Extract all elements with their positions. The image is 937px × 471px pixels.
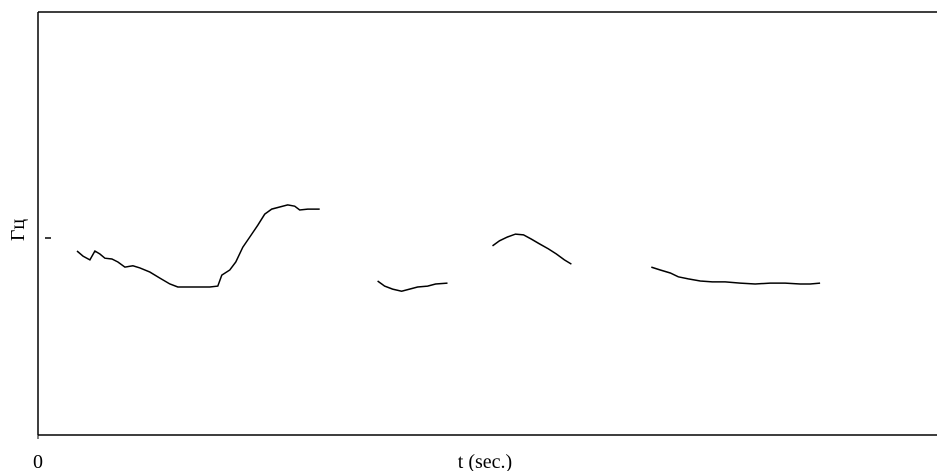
x-axis-label: t (sec.) (458, 451, 512, 471)
y-axis-label: Гц (7, 219, 29, 242)
pitch-contour (76, 204, 821, 292)
x-tick-label: 0 (33, 451, 43, 471)
